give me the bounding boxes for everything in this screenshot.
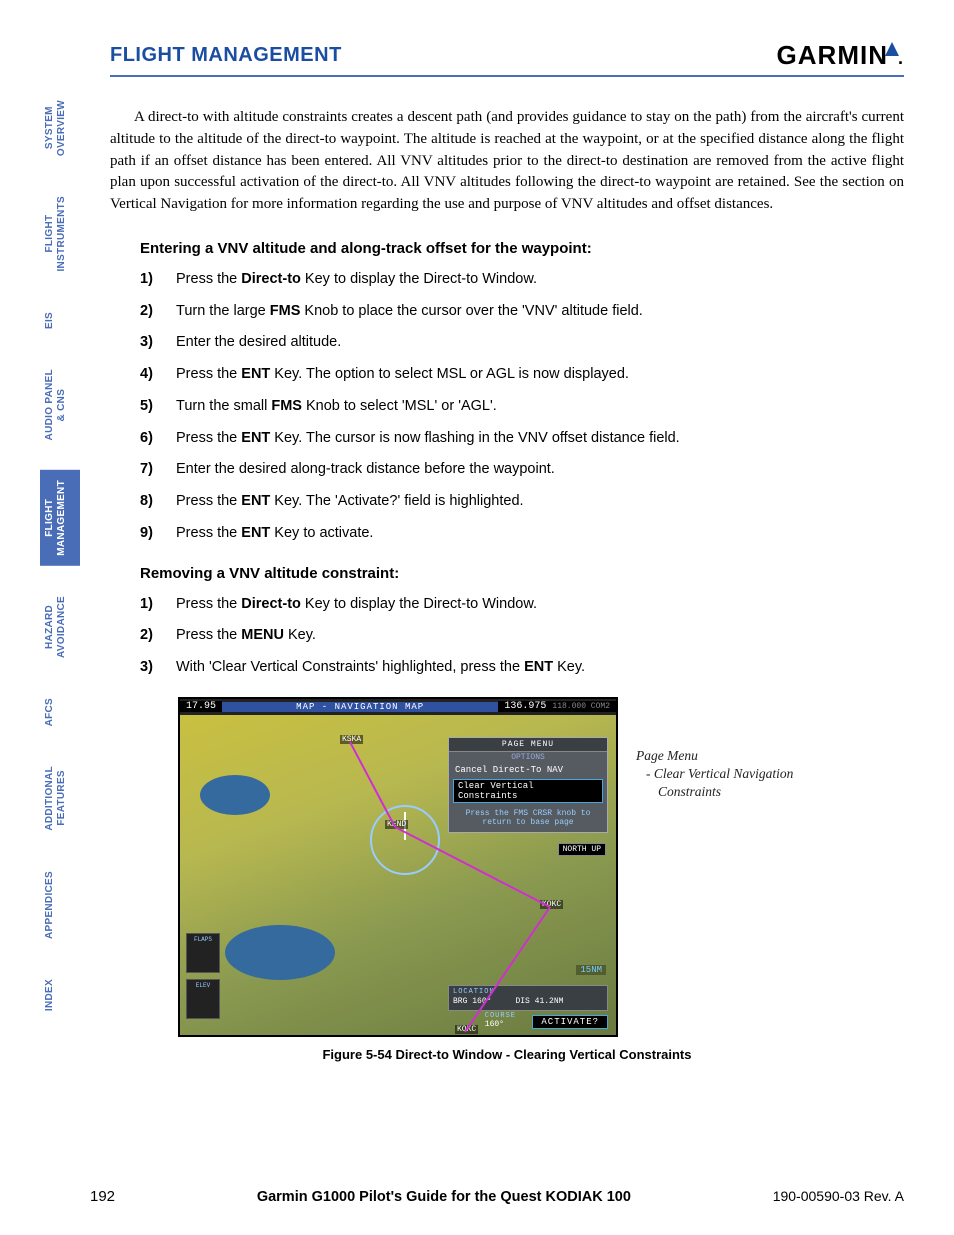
procedure-step: 4)Press the ENT Key. The option to selec… (140, 364, 904, 386)
procedure-heading: Removing a VNV altitude constraint: (140, 565, 904, 582)
map-body: NORTH UP 15NM PAGE MENU OPTIONS Cancel D… (180, 715, 616, 1035)
procedure-steps: 1)Press the Direct-to Key to display the… (140, 594, 904, 679)
freq-right: 136.975 118.000 COM2 (498, 701, 616, 712)
procedure-step: 5)Turn the small FMS Knob to select 'MSL… (140, 396, 904, 418)
map-scale: 15NM (576, 965, 606, 975)
map-lake (200, 775, 270, 815)
page-header: FLIGHT MANAGEMENT GARMIN. (110, 40, 904, 77)
procedure-step: 6)Press the ENT Key. The cursor is now f… (140, 428, 904, 450)
page-menu-footer: Press the FMS CRSR knob to return to bas… (449, 805, 607, 832)
compass-rose-icon (370, 805, 440, 875)
gauge-icon: ELEV (186, 979, 220, 1019)
map-route-line (349, 741, 396, 827)
revision: 190-00590-03 Rev. A (773, 1188, 904, 1204)
side-tab[interactable]: FLIGHTMANAGEMENT (40, 470, 80, 566)
side-tab-strip: SYSTEMOVERVIEW FLIGHTINSTRUMENTS EIS AUDIO … (40, 90, 80, 1021)
page-menu-item[interactable]: Cancel Direct-To NAV (449, 763, 607, 777)
page-menu-popup: PAGE MENU OPTIONS Cancel Direct-To NAV C… (448, 737, 608, 833)
gauge-icon: FLAPS (186, 933, 220, 973)
procedure-step: 3)Enter the desired altitude. (140, 332, 904, 354)
garmin-logo: GARMIN. (777, 40, 904, 71)
activate-button[interactable]: ACTIVATE? (532, 1015, 608, 1029)
page-menu-item-highlighted[interactable]: Clear Vertical Constraints (453, 779, 603, 803)
procedure-steps: 1)Press the Direct-to Key to display the… (140, 269, 904, 545)
map-lake (225, 925, 335, 980)
side-tab[interactable]: SYSTEMOVERVIEW (40, 90, 80, 166)
procedure-step: 9)Press the ENT Key to activate. (140, 523, 904, 545)
side-tab[interactable]: ADDITIONALFEATURES (40, 756, 80, 841)
procedure-step: 1)Press the Direct-to Key to display the… (140, 269, 904, 291)
page-number: 192 (90, 1188, 115, 1205)
figure-callout: Page Menu - Clear Vertical Navigation Co… (636, 747, 836, 802)
intro-paragraph: A direct-to with altitude constraints cr… (110, 107, 904, 216)
procedure-heading: Entering a VNV altitude and along-track … (140, 240, 904, 257)
side-tab[interactable]: AUDIO PANEL& CNS (40, 359, 80, 450)
page-menu-options-label: OPTIONS (449, 752, 607, 763)
guide-title: Garmin G1000 Pilot's Guide for the Quest… (257, 1189, 631, 1205)
north-up-badge: NORTH UP (558, 843, 606, 856)
location-box: LOCATION BRG 160° DIS 41.2NM (448, 985, 608, 1010)
figure-caption: Figure 5-54 Direct-to Window - Clearing … (110, 1047, 904, 1062)
procedure-step: 2)Turn the large FMS Knob to place the c… (140, 301, 904, 323)
side-tab[interactable]: HAZARDAVOIDANCE (40, 586, 80, 668)
course-readout: COURSE 160° (485, 1011, 516, 1029)
gauge-strip: FLAPS ELEV (186, 933, 220, 1025)
freq-left: 17.95 (180, 701, 222, 712)
side-tab[interactable]: EIS (40, 302, 80, 339)
navigation-map-screenshot: 17.95 MAP - NAVIGATION MAP 136.975 118.0… (178, 697, 618, 1037)
procedure-step: 2)Press the MENU Key. (140, 625, 904, 647)
procedure-step: 7)Enter the desired along-track distance… (140, 459, 904, 481)
figure-wrap: 17.95 MAP - NAVIGATION MAP 136.975 118.0… (110, 697, 904, 1037)
page-footer: 192 Garmin G1000 Pilot's Guide for the Q… (90, 1188, 904, 1205)
procedure-step: 8)Press the ENT Key. The 'Activate?' fie… (140, 491, 904, 513)
side-tab[interactable]: AFCS (40, 688, 80, 736)
map-title: MAP - NAVIGATION MAP (222, 702, 498, 712)
map-top-bar: 17.95 MAP - NAVIGATION MAP 136.975 118.0… (180, 699, 616, 715)
page-menu-title: PAGE MENU (449, 738, 607, 752)
side-tab[interactable]: INDEX (40, 969, 80, 1021)
section-title: FLIGHT MANAGEMENT (110, 44, 342, 67)
procedure-step: 1)Press the Direct-to Key to display the… (140, 594, 904, 616)
side-tab[interactable]: APPENDICES (40, 861, 80, 949)
side-tab[interactable]: FLIGHTINSTRUMENTS (40, 186, 80, 282)
procedure-step: 3)With 'Clear Vertical Constraints' high… (140, 657, 904, 679)
